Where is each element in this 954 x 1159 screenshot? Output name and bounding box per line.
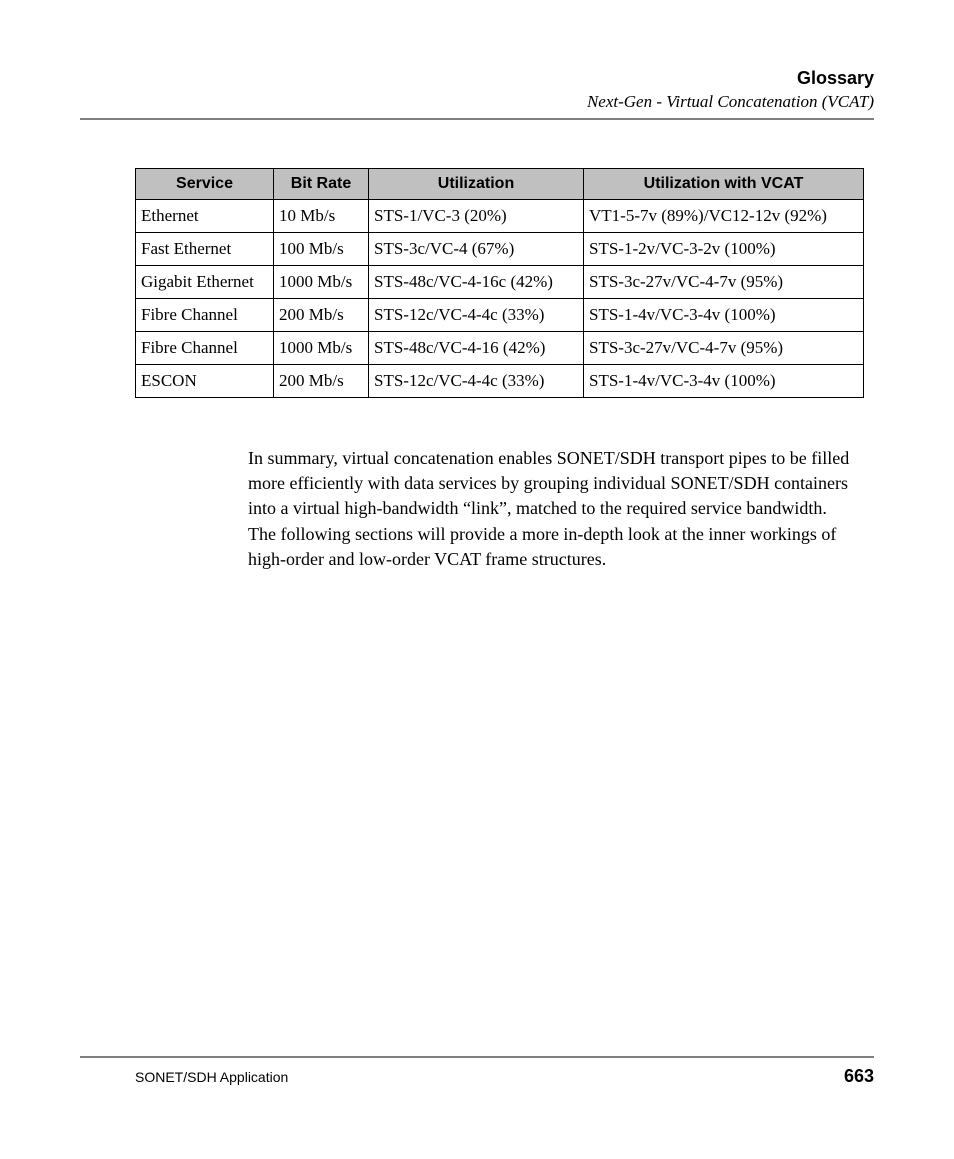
cell-bitrate: 10 Mb/s: [274, 200, 369, 233]
table-row: ESCON 200 Mb/s STS-12c/VC-4-4c (33%) STS…: [136, 365, 864, 398]
cell-utilization-vcat: STS-1-2v/VC-3-2v (100%): [584, 233, 864, 266]
cell-utilization-vcat: STS-3c-27v/VC-4-7v (95%): [584, 332, 864, 365]
cell-bitrate: 1000 Mb/s: [274, 266, 369, 299]
cell-service: Fibre Channel: [136, 332, 274, 365]
footer-divider: [80, 1056, 874, 1058]
table-row: Fast Ethernet 100 Mb/s STS-3c/VC-4 (67%)…: [136, 233, 864, 266]
cell-utilization-vcat: STS-3c-27v/VC-4-7v (95%): [584, 266, 864, 299]
cell-utilization: STS-3c/VC-4 (67%): [369, 233, 584, 266]
page-header: Glossary Next-Gen - Virtual Concatenatio…: [80, 68, 874, 120]
table-header-row: Service Bit Rate Utilization Utilization…: [136, 169, 864, 200]
table-row: Ethernet 10 Mb/s STS-1/VC-3 (20%) VT1-5-…: [136, 200, 864, 233]
col-header-utilization: Utilization: [369, 169, 584, 200]
cell-bitrate: 200 Mb/s: [274, 299, 369, 332]
col-header-utilization-vcat: Utilization with VCAT: [584, 169, 864, 200]
header-title: Glossary: [80, 68, 874, 89]
footer-application-name: SONET/SDH Application: [135, 1069, 288, 1085]
table-row: Fibre Channel 1000 Mb/s STS-48c/VC-4-16 …: [136, 332, 864, 365]
cell-utilization-vcat: STS-1-4v/VC-3-4v (100%): [584, 299, 864, 332]
cell-utilization: STS-12c/VC-4-4c (33%): [369, 299, 584, 332]
summary-paragraph: In summary, virtual concatenation enable…: [248, 446, 854, 572]
cell-service: Fast Ethernet: [136, 233, 274, 266]
cell-service: Ethernet: [136, 200, 274, 233]
cell-bitrate: 1000 Mb/s: [274, 332, 369, 365]
table-row: Fibre Channel 200 Mb/s STS-12c/VC-4-4c (…: [136, 299, 864, 332]
cell-service: Gigabit Ethernet: [136, 266, 274, 299]
cell-utilization-vcat: VT1-5-7v (89%)/VC12-12v (92%): [584, 200, 864, 233]
cell-utilization-vcat: STS-1-4v/VC-3-4v (100%): [584, 365, 864, 398]
cell-bitrate: 100 Mb/s: [274, 233, 369, 266]
col-header-service: Service: [136, 169, 274, 200]
page-footer: SONET/SDH Application 663: [80, 1056, 874, 1087]
vcat-utilization-table: Service Bit Rate Utilization Utilization…: [135, 168, 864, 398]
cell-utilization: STS-12c/VC-4-4c (33%): [369, 365, 584, 398]
cell-utilization: STS-1/VC-3 (20%): [369, 200, 584, 233]
header-divider: [80, 118, 874, 120]
header-subtitle: Next-Gen - Virtual Concatenation (VCAT): [80, 92, 874, 112]
table-row: Gigabit Ethernet 1000 Mb/s STS-48c/VC-4-…: [136, 266, 864, 299]
cell-service: ESCON: [136, 365, 274, 398]
cell-utilization: STS-48c/VC-4-16 (42%): [369, 332, 584, 365]
cell-utilization: STS-48c/VC-4-16c (42%): [369, 266, 584, 299]
footer-page-number: 663: [844, 1066, 874, 1087]
cell-bitrate: 200 Mb/s: [274, 365, 369, 398]
col-header-bitrate: Bit Rate: [274, 169, 369, 200]
cell-service: Fibre Channel: [136, 299, 274, 332]
